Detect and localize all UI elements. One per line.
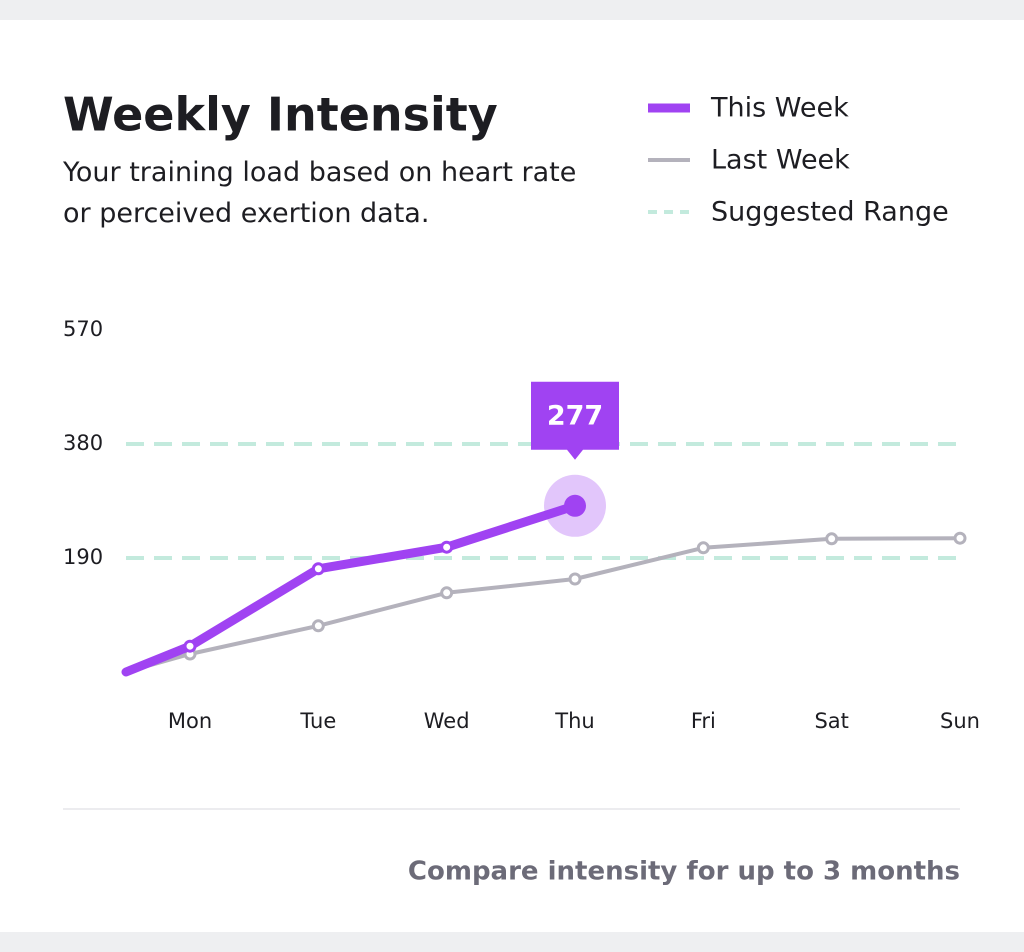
lead-in (121, 641, 195, 677)
footer-link[interactable]: Compare intensity for up to 3 months (408, 857, 960, 887)
legend-label: Suggested Range (711, 197, 949, 228)
point (183, 639, 197, 653)
point (825, 532, 839, 546)
tooltip-value: 277 (547, 400, 603, 431)
series-line (185, 501, 580, 651)
point (440, 540, 454, 554)
x-tick-label: Tue (299, 709, 336, 733)
point (953, 531, 967, 545)
card (0, 20, 1024, 932)
x-tick-label: Fri (691, 709, 716, 733)
legend-label: This Week (710, 93, 849, 124)
x-tick-label: Sat (814, 709, 848, 733)
x-tick-label: Sun (940, 709, 980, 733)
series-line (188, 536, 962, 656)
point (440, 586, 454, 600)
x-tick-label: Thu (554, 709, 594, 733)
point-active (564, 494, 586, 517)
chart-title: Weekly Intensity (63, 88, 498, 142)
y-tick-label: 570 (63, 317, 103, 341)
point (568, 572, 582, 586)
y-tick-label: 190 (63, 545, 103, 569)
point (311, 619, 325, 633)
point (311, 562, 325, 576)
point (696, 541, 710, 555)
y-tick-label: 380 (63, 431, 103, 455)
x-tick-label: Mon (168, 709, 212, 733)
x-tick-label: Wed (424, 709, 470, 733)
legend-label: Last Week (711, 145, 850, 176)
tooltip (531, 381, 619, 460)
chart-subtitle: Your training load based on heart rate o… (63, 157, 577, 229)
